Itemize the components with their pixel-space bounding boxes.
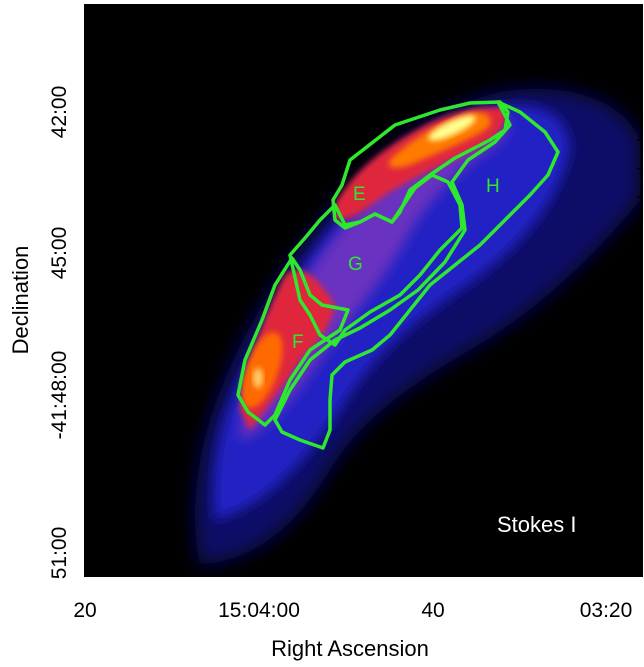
plot-frame	[84, 4, 643, 577]
intensity-map	[195, 88, 640, 566]
x-tick-label-20: 20	[73, 599, 96, 622]
region-contours	[236, 100, 560, 450]
x-tick-label-15-04-00: 15:04:00	[218, 599, 300, 622]
map-hot-f	[241, 332, 283, 408]
region-label-h: H	[486, 176, 500, 197]
region-label-e: E	[353, 184, 366, 205]
stokes-label: Stokes I	[497, 512, 576, 537]
map-shell	[213, 105, 570, 520]
y-tick-label-42-00: 42:00	[48, 86, 71, 139]
y-tick-label-45-00: 45:00	[48, 227, 71, 280]
y-axis-title: Declination	[8, 246, 33, 355]
map-purple	[240, 115, 509, 440]
x-tick-label-40: 40	[421, 599, 444, 622]
map-hot-e-core	[428, 115, 476, 141]
x-tick-label-03-20: 03:20	[580, 599, 633, 622]
y-tick-label-41-48-00: -41:48:00	[48, 351, 71, 440]
region-label-f: F	[292, 332, 304, 353]
y-tick-label-51-00: 51:00	[48, 527, 71, 580]
region-label-g: G	[348, 254, 363, 275]
region-f-contour	[236, 256, 350, 427]
region-h-contour	[273, 100, 560, 450]
map-hot-f-core	[253, 368, 263, 388]
x-axis-title: Right Ascension	[271, 636, 429, 661]
